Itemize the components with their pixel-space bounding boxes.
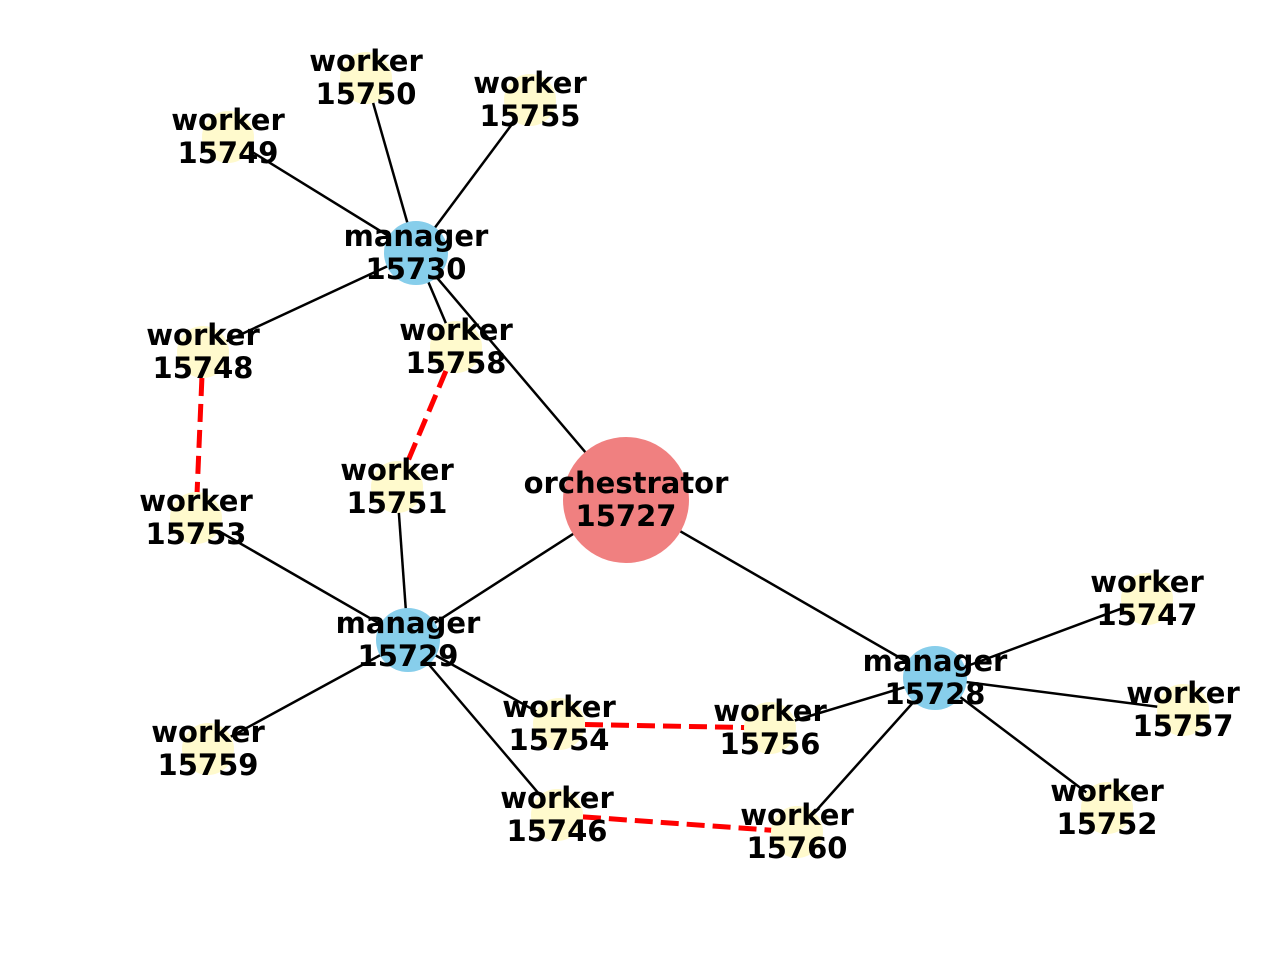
manager-label-15730: manager 15730 [344,219,489,286]
node-label-kind: worker [500,781,614,815]
worker-label-15746: worker 15746 [500,781,614,848]
worker-node-15750 [340,52,392,104]
cross-edge-w15746-w15760 [556,812,798,835]
manager-node-15730 [384,221,448,285]
worker-label-15750: worker 15750 [309,44,423,111]
worker-label-15758: worker 15758 [399,313,513,380]
node-label-kind: worker [171,103,285,137]
worker-label-15755: worker 15755 [473,66,587,133]
node-label-id: 15750 [316,77,417,111]
node-label-id: 15727 [576,499,677,533]
worker-label-15747: worker 15747 [1090,565,1204,632]
edge-m15729-w15759 [207,638,409,751]
node-label-id: 15758 [406,346,507,380]
worker-label-15756: worker 15756 [713,694,827,761]
node-label-id: 15760 [747,831,848,865]
orchestrator-node-15727 [563,437,689,563]
worker-node-15757 [1157,684,1209,736]
node-label-kind: worker [1050,774,1164,808]
orchestrator-label-15727: orchestrator 15727 [524,466,730,533]
worker-label-15748: worker 15748 [146,318,260,385]
worker-node-15751 [371,461,423,513]
node-label-id: 15747 [1097,598,1198,632]
node-label-kind: worker [139,484,253,518]
node-label-id: 15748 [153,351,254,385]
edge-m15728-w15752 [934,677,1108,809]
node-label-kind: worker [146,318,260,352]
node-label-kind: worker [340,453,454,487]
worker-node-15746 [531,789,583,841]
nodes-layer [170,52,1209,858]
node-label-id: 15751 [347,486,448,520]
node-label-id: 15754 [509,723,610,757]
node-label-id: 15749 [178,136,279,170]
node-label-kind: worker [473,66,587,100]
worker-node-15755 [504,74,556,126]
worker-label-15753: worker 15753 [139,484,253,551]
worker-node-15749 [202,111,254,163]
node-label-id: 15728 [885,677,986,711]
cross-edge-w15748-w15753 [193,351,206,519]
node-label-id: 15729 [358,639,459,673]
worker-node-15760 [771,806,823,858]
worker-label-15759: worker 15759 [151,715,265,782]
edge-m15730-w15749 [227,135,417,255]
worker-node-15758 [430,321,482,373]
worker-node-15753 [170,492,222,544]
node-label-id: 15757 [1133,709,1234,743]
node-label-kind: worker [502,690,616,724]
edge-m15729-w15753 [195,516,409,642]
edge-m15728-w15757 [934,676,1184,712]
manager-label-15729: manager 15729 [336,606,481,673]
node-label-kind: worker [1126,676,1240,710]
worker-node-15756 [744,702,796,754]
worker-label-15757: worker 15757 [1126,676,1240,743]
worker-node-15747 [1121,573,1173,625]
node-label-id: 15755 [480,99,581,133]
manager-label-15728: manager 15728 [863,644,1008,711]
node-label-id: 15752 [1057,807,1158,841]
manager-node-15729 [376,608,440,672]
node-label-id: 15753 [146,517,247,551]
edge-m15728-w15760 [796,677,936,833]
node-label-kind: worker [713,694,827,728]
worker-node-15748 [177,326,229,378]
node-label-id: 15759 [158,748,259,782]
edge-m15730-w15748 [202,251,417,354]
worker-label-15754: worker 15754 [502,690,616,757]
worker-label-15751: worker 15751 [340,453,454,520]
edge-m15728-w15747 [934,597,1148,680]
manager-node-15728 [903,646,967,710]
node-label-kind: worker [151,715,265,749]
node-label-kind: manager [336,606,481,640]
node-label-kind: orchestrator [524,466,730,500]
node-label-kind: worker [740,798,854,832]
node-label-kind: worker [399,313,513,347]
node-label-kind: manager [344,219,489,253]
worker-label-15760: worker 15760 [740,798,854,865]
worker-node-15759 [182,723,234,775]
worker-label-15752: worker 15752 [1050,774,1164,841]
worker-node-15752 [1081,782,1133,834]
node-label-id: 15730 [366,252,467,286]
worker-node-15754 [533,698,585,750]
node-label-id: 15756 [720,727,821,761]
node-label-kind: worker [309,44,423,78]
node-label-id: 15746 [507,814,608,848]
node-label-kind: worker [1090,565,1204,599]
node-label-kind: manager [863,644,1008,678]
edge-m15729-w15746 [407,639,558,816]
worker-label-15749: worker 15749 [171,103,285,170]
cross-edge-w15754-w15756 [558,721,771,731]
